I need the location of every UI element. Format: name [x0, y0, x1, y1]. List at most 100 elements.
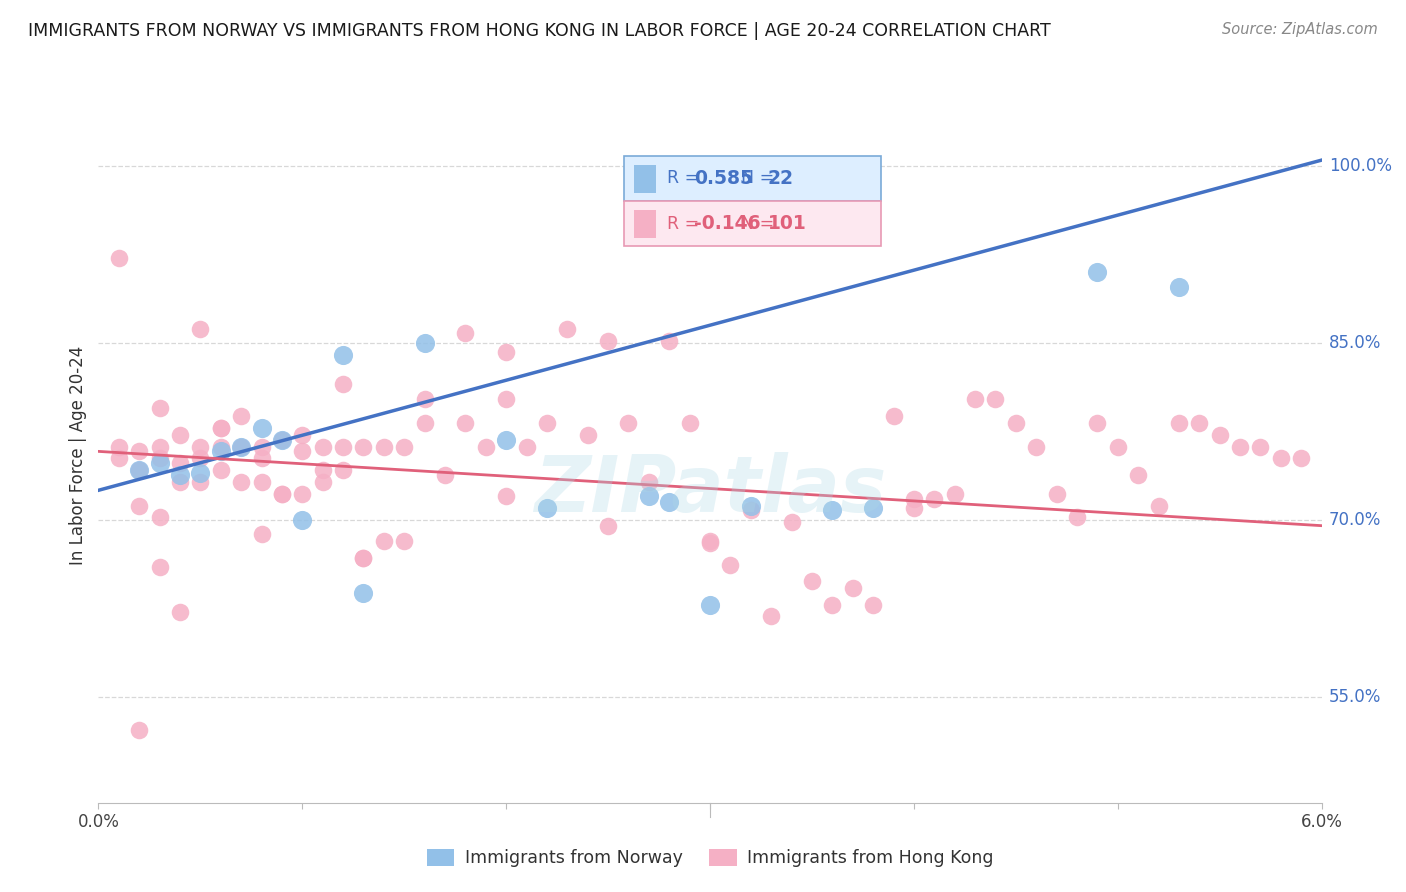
Point [454, 416, 477, 430]
Point [943, 487, 966, 501]
Point [740, 499, 762, 513]
Point [149, 401, 172, 415]
Point [1066, 510, 1088, 524]
Point [392, 440, 416, 454]
Point [169, 428, 191, 442]
Point [188, 451, 212, 466]
Point [169, 605, 191, 619]
Point [231, 409, 253, 423]
Point [536, 500, 558, 515]
Point [1249, 440, 1271, 454]
Point [1045, 487, 1069, 501]
Point [841, 581, 863, 595]
Point [699, 536, 721, 550]
Point [128, 723, 150, 737]
Text: -0.146: -0.146 [695, 214, 761, 233]
Point [1107, 440, 1129, 454]
Point [1167, 416, 1189, 430]
Point [149, 560, 172, 574]
Point [740, 503, 762, 517]
Point [1128, 467, 1150, 482]
Point [149, 456, 172, 470]
Point [311, 463, 335, 477]
Point [392, 534, 416, 549]
Point [984, 392, 1007, 407]
Point [332, 463, 354, 477]
Point [332, 440, 354, 454]
Point [963, 392, 986, 407]
Text: R =: R = [668, 215, 704, 233]
Point [495, 392, 517, 407]
Point [169, 467, 191, 482]
Point [373, 440, 395, 454]
Point [903, 500, 925, 515]
Point [433, 467, 456, 482]
Point [352, 440, 374, 454]
Point [454, 326, 477, 341]
Point [821, 598, 844, 612]
Point [108, 440, 131, 454]
Point [536, 416, 558, 430]
Text: 101: 101 [768, 214, 806, 233]
Point [1289, 451, 1312, 466]
Text: 55.0%: 55.0% [1329, 688, 1381, 706]
Point [761, 609, 783, 624]
Text: N =: N = [741, 215, 779, 233]
Point [883, 409, 905, 423]
Point [352, 586, 374, 600]
Point [598, 334, 620, 348]
Point [270, 433, 292, 447]
Text: R =: R = [668, 169, 704, 187]
Point [188, 322, 212, 336]
Point [555, 322, 579, 336]
Point [637, 489, 661, 503]
Point [495, 433, 517, 447]
Point [209, 444, 232, 458]
Point [209, 421, 232, 435]
Text: 85.0%: 85.0% [1329, 334, 1381, 351]
Point [1270, 451, 1292, 466]
Point [413, 392, 436, 407]
Point [108, 251, 131, 265]
Text: 22: 22 [768, 169, 793, 188]
Point [637, 475, 661, 489]
Point [658, 334, 681, 348]
Point [718, 558, 742, 572]
Point [169, 456, 191, 470]
Point [250, 475, 273, 489]
Point [188, 440, 212, 454]
Point [128, 499, 150, 513]
Point [291, 444, 314, 458]
Point [250, 421, 273, 435]
Point [903, 491, 925, 506]
Point [270, 487, 292, 501]
Point [128, 463, 150, 477]
Point [1229, 440, 1251, 454]
Point [352, 550, 374, 565]
Text: Source: ZipAtlas.com: Source: ZipAtlas.com [1222, 22, 1378, 37]
Point [413, 335, 436, 350]
Point [1188, 416, 1211, 430]
Point [332, 348, 354, 362]
Point [495, 345, 517, 359]
Point [658, 495, 681, 509]
Point [169, 475, 191, 489]
Point [617, 416, 640, 430]
Point [801, 574, 824, 588]
Text: 100.0%: 100.0% [1329, 157, 1392, 175]
Point [1167, 280, 1189, 294]
Point [862, 500, 884, 515]
Legend: Immigrants from Norway, Immigrants from Hong Kong: Immigrants from Norway, Immigrants from … [419, 842, 1001, 874]
Point [598, 518, 620, 533]
Point [149, 510, 172, 524]
Point [922, 491, 945, 506]
Point [231, 440, 253, 454]
Point [821, 503, 844, 517]
Point [311, 475, 335, 489]
Point [231, 440, 253, 454]
Point [188, 466, 212, 480]
Point [413, 416, 436, 430]
Text: IMMIGRANTS FROM NORWAY VS IMMIGRANTS FROM HONG KONG IN LABOR FORCE | AGE 20-24 C: IMMIGRANTS FROM NORWAY VS IMMIGRANTS FRO… [28, 22, 1050, 40]
Point [209, 440, 232, 454]
Point [352, 550, 374, 565]
